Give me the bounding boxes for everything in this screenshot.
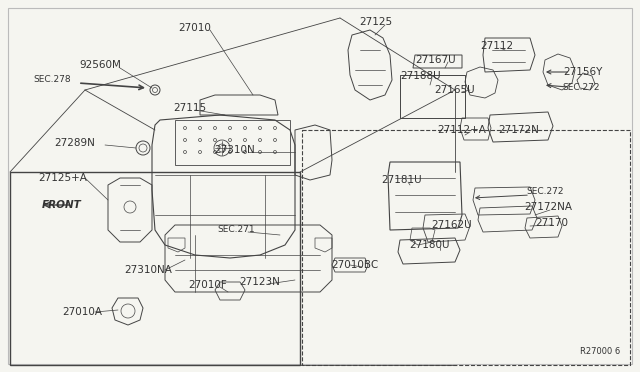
- Text: 27125+A: 27125+A: [38, 173, 88, 183]
- Text: 27172N: 27172N: [499, 125, 540, 135]
- Text: 27188U: 27188U: [401, 71, 442, 81]
- Text: SEC.272: SEC.272: [563, 83, 600, 92]
- Text: 27310N: 27310N: [214, 145, 255, 155]
- Text: SEC.271: SEC.271: [217, 225, 255, 234]
- Text: 27170: 27170: [536, 218, 568, 228]
- Text: 27165U: 27165U: [435, 85, 476, 95]
- Text: 27289N: 27289N: [54, 138, 95, 148]
- Text: 27112+A: 27112+A: [438, 125, 486, 135]
- Text: 27172NA: 27172NA: [524, 202, 572, 212]
- Text: R27000 6: R27000 6: [580, 347, 620, 356]
- Text: 27125: 27125: [360, 17, 392, 27]
- Text: 27010BC: 27010BC: [332, 260, 379, 270]
- Text: 27180U: 27180U: [410, 240, 451, 250]
- Text: 27115: 27115: [173, 103, 207, 113]
- Text: 27123N: 27123N: [239, 277, 280, 287]
- Text: 27010: 27010: [179, 23, 211, 33]
- Text: 27156Y: 27156Y: [563, 67, 603, 77]
- Text: 27010F: 27010F: [189, 280, 227, 290]
- Text: FRONT: FRONT: [42, 200, 82, 210]
- Text: 27167U: 27167U: [416, 55, 456, 65]
- Text: 27010A: 27010A: [62, 307, 102, 317]
- Text: SEC.272: SEC.272: [526, 187, 564, 196]
- Text: 27310NA: 27310NA: [124, 265, 172, 275]
- Text: 92560M: 92560M: [79, 60, 121, 70]
- Text: SEC.278: SEC.278: [33, 76, 71, 84]
- Text: 27181U: 27181U: [381, 175, 422, 185]
- Text: 27112: 27112: [481, 41, 513, 51]
- Text: 27162U: 27162U: [432, 220, 472, 230]
